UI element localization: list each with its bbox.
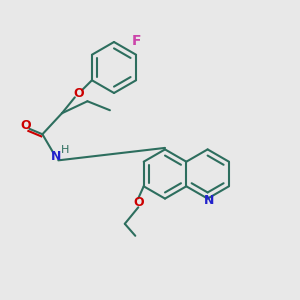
Text: H: H [61, 145, 70, 155]
Text: N: N [204, 194, 214, 207]
Text: N: N [51, 150, 61, 163]
Text: O: O [21, 119, 31, 132]
Text: F: F [131, 34, 141, 48]
Text: O: O [133, 196, 144, 209]
Text: O: O [73, 87, 84, 100]
